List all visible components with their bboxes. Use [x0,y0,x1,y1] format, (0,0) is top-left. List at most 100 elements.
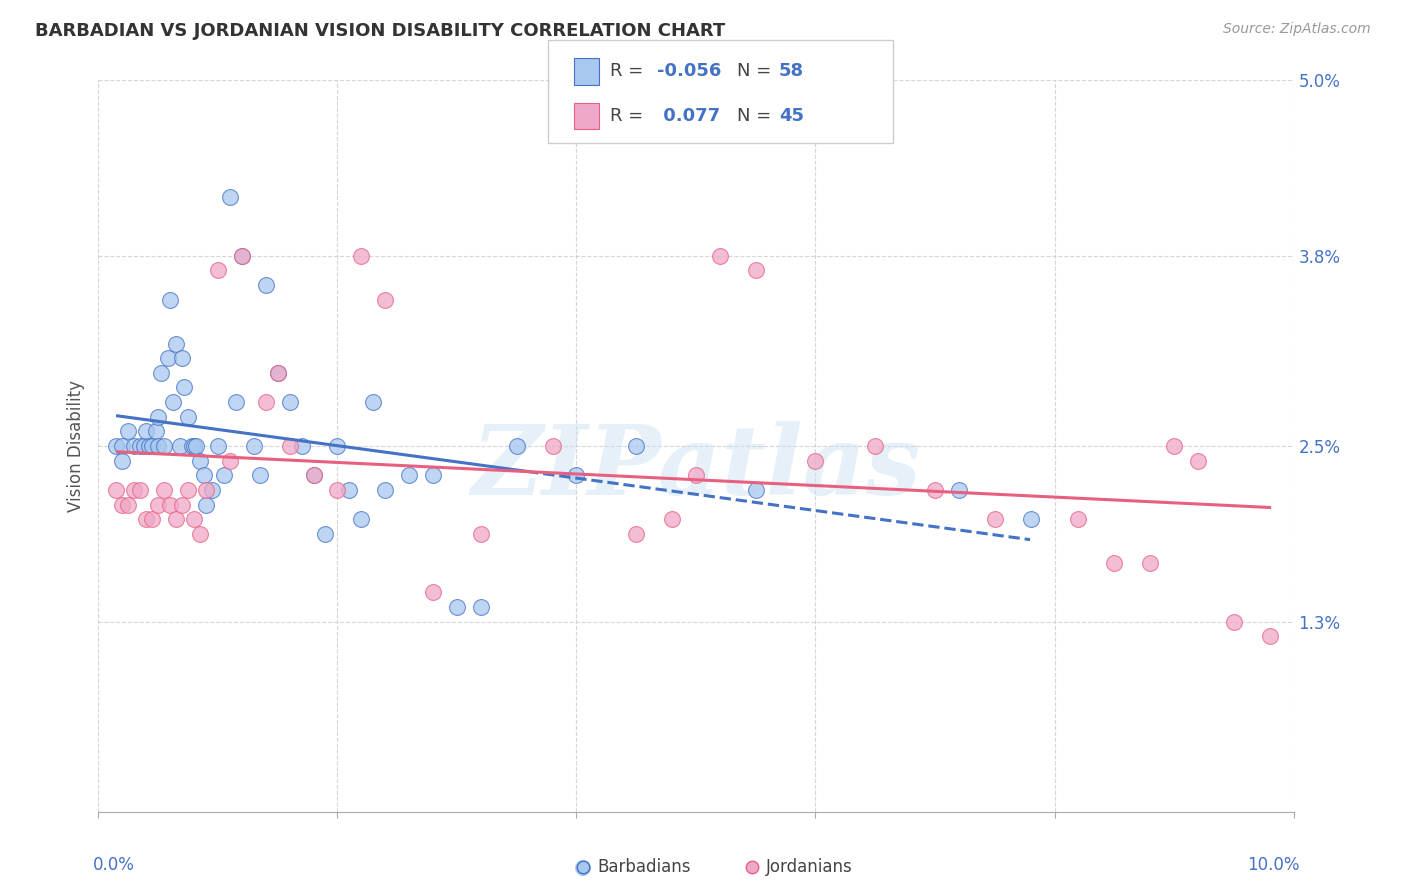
Text: BARBADIAN VS JORDANIAN VISION DISABILITY CORRELATION CHART: BARBADIAN VS JORDANIAN VISION DISABILITY… [35,22,725,40]
Point [148,498,170,512]
Point [267,366,290,380]
Point [685,468,707,483]
Point [117,498,139,512]
Text: -0.056: -0.056 [657,62,721,80]
Point [162,395,184,409]
Y-axis label: Vision Disability: Vision Disability [66,380,84,512]
Point [741,860,763,874]
Text: Jordanians: Jordanians [766,858,853,876]
Point [193,468,215,483]
Point [398,468,420,483]
Point [183,439,205,453]
Point [153,483,176,497]
Point [363,395,385,409]
Point [374,483,396,497]
Point [422,585,444,599]
Point [1139,556,1161,570]
Point [156,351,179,366]
Point [626,439,648,453]
Point [506,439,529,453]
Point [572,860,595,874]
Point [350,249,373,263]
Point [149,366,172,380]
Point [804,453,827,467]
Point [350,512,373,526]
Point [172,351,194,366]
Point [374,293,396,307]
Point [111,439,134,453]
Point [201,483,224,497]
Point [195,498,218,512]
Point [661,512,683,526]
Point [148,409,170,424]
Point [1223,615,1246,629]
Point [177,483,200,497]
Point [231,249,253,263]
Point [1187,453,1209,467]
Point [278,395,301,409]
Point [172,498,194,512]
Point [177,409,200,424]
Text: R =: R = [610,107,650,125]
Point [291,439,314,453]
Text: R =: R = [610,62,650,80]
Point [117,425,139,439]
Point [1163,439,1185,453]
Point [249,468,271,483]
Point [225,395,247,409]
Point [1067,512,1090,526]
Point [745,483,768,497]
Point [1258,629,1281,643]
Point [315,526,337,541]
Point [243,439,266,453]
Point [129,439,152,453]
Point [111,453,134,467]
Text: Source: ZipAtlas.com: Source: ZipAtlas.com [1223,22,1371,37]
Point [135,512,157,526]
Point [169,439,191,453]
Point [1019,512,1042,526]
Point [188,526,211,541]
Point [135,425,157,439]
Point [267,366,290,380]
Point [165,512,187,526]
Point [138,439,160,453]
Point [565,468,588,483]
Point [626,526,648,541]
Point [254,395,277,409]
Point [207,263,229,277]
Point [195,483,218,497]
Point [129,483,152,497]
Point [188,453,211,467]
Point [111,498,134,512]
Point [254,278,277,293]
Point [470,599,492,614]
Point [183,512,205,526]
Point [219,453,242,467]
Point [326,439,349,453]
Point [124,483,146,497]
Point [105,439,128,453]
Text: Barbadians: Barbadians [598,858,692,876]
Point [132,439,155,453]
Point [173,380,195,394]
Point [159,293,181,307]
Text: 0.0%: 0.0% [93,855,135,873]
Text: 10.0%: 10.0% [1247,855,1299,873]
Point [145,425,167,439]
Point [219,190,242,204]
Text: N =: N = [737,107,776,125]
Point [446,599,468,614]
Point [924,483,946,497]
Point [124,439,146,453]
Point [212,468,235,483]
Point [159,498,181,512]
Point [339,483,361,497]
Point [302,468,325,483]
Point [207,439,229,453]
Point [984,512,1007,526]
Point [141,512,163,526]
Point [709,249,731,263]
Text: N =: N = [737,62,776,80]
Point [231,249,253,263]
